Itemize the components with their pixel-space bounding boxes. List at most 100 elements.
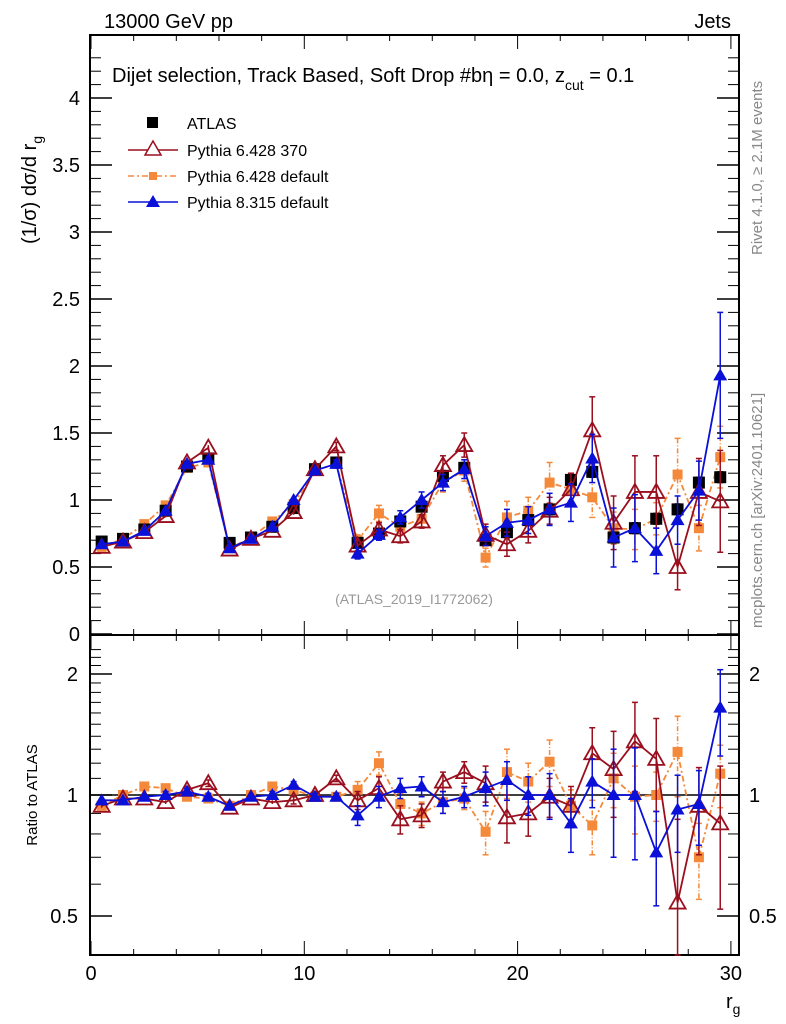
data-point-py6-default bbox=[181, 791, 192, 802]
main-panel: 0 0.5 1 1.5 2 2.5 3 3.5 4 Dijet selection, Track… bbox=[19, 34, 740, 646]
plot-title-end: = 0.1 bbox=[584, 65, 635, 87]
data-point-py6-370 bbox=[710, 491, 730, 509]
data-point-py8 bbox=[94, 537, 109, 550]
data-point-py6-370 bbox=[582, 743, 602, 761]
data-point-py8 bbox=[115, 793, 130, 806]
series-line-py6_default bbox=[101, 749, 722, 858]
data-point-py6-default bbox=[693, 852, 704, 863]
data-point-py6-default bbox=[373, 758, 384, 769]
data-point-py8 bbox=[713, 368, 728, 381]
data-point-py8 bbox=[542, 502, 557, 515]
data-point-py8 bbox=[179, 456, 194, 469]
data-point-py6-default bbox=[672, 469, 683, 480]
data-point-py8 bbox=[563, 816, 578, 829]
legend-item-py6-370: Pythia 6.428 370 bbox=[128, 139, 307, 160]
data-point-py6-370 bbox=[454, 435, 474, 452]
data-point-py6-370 bbox=[668, 892, 688, 910]
data-point-py6-370 bbox=[262, 792, 282, 810]
data-point-py6-default bbox=[587, 492, 598, 503]
data-point-py6-370 bbox=[497, 807, 517, 825]
ratio-ytick-label-right: 0.5 bbox=[749, 906, 777, 928]
legend-py8-marker bbox=[146, 195, 160, 207]
ratio-panel: 0.5 0.5 1 1 2 2 Ratio to ATLAS bbox=[24, 634, 777, 956]
data-point-py8 bbox=[435, 795, 450, 808]
xlabel-sub: g bbox=[733, 1001, 741, 1017]
data-point-py8 bbox=[393, 510, 408, 523]
data-point-py6-370 bbox=[284, 502, 304, 519]
data-point-py8 bbox=[563, 495, 578, 508]
data-point-py8 bbox=[137, 523, 152, 536]
series-line-py6_370 bbox=[101, 427, 721, 571]
data-point-py6-default bbox=[480, 552, 491, 563]
legend-py6-default-label: Pythia 6.428 default bbox=[187, 169, 329, 186]
data-point-py8 bbox=[307, 789, 322, 802]
xtick-label: 10 bbox=[293, 963, 315, 985]
plot-title: Dijet selection, Track Based, Soft Drop … bbox=[112, 65, 634, 93]
series-py6_370 bbox=[92, 396, 730, 591]
series-py6_370 bbox=[92, 701, 730, 956]
data-point-py8 bbox=[307, 463, 322, 476]
data-point-py8 bbox=[179, 784, 194, 797]
data-point-py6-370 bbox=[625, 731, 645, 749]
ratio-ticks: 0.5 0.5 1 1 2 2 bbox=[50, 635, 777, 956]
data-point-py8 bbox=[585, 451, 600, 464]
ratio-ytick-label-right: 1 bbox=[749, 785, 760, 807]
data-point-py6-default bbox=[672, 746, 683, 757]
data-point-py6-370 bbox=[198, 437, 218, 455]
data-point-py6-370 bbox=[412, 511, 432, 529]
xlabel: rg bbox=[726, 991, 740, 1017]
data-point-py8 bbox=[265, 519, 280, 532]
data-point-py8 bbox=[691, 796, 706, 809]
data-point-py8 bbox=[478, 529, 493, 542]
legend-item-atlas: ATLAS bbox=[147, 116, 237, 133]
xtick-label: 30 bbox=[720, 963, 742, 985]
main-series bbox=[92, 311, 730, 591]
xtick-label: 20 bbox=[506, 963, 528, 985]
ratio-series bbox=[92, 668, 730, 956]
legend: ATLAS Pythia 6.428 370 Pythia 6.428 defa… bbox=[128, 116, 329, 212]
data-point-py8 bbox=[457, 789, 472, 802]
main-ticks: 0 0.5 1 1.5 2 2.5 3 3.5 4 bbox=[52, 35, 739, 646]
data-point-py6-370 bbox=[156, 792, 176, 810]
data-point-py8 bbox=[414, 493, 429, 505]
data-point-py6-default bbox=[139, 781, 150, 792]
data-point-py8 bbox=[350, 808, 365, 821]
data-point-py6-370 bbox=[497, 534, 517, 552]
data-point-py8 bbox=[670, 513, 685, 526]
data-point-py8 bbox=[521, 788, 536, 800]
data-point-py8 bbox=[243, 789, 258, 802]
xtick-labels: 0 10 20 30 bbox=[85, 963, 742, 985]
main-ytick-label: 4 bbox=[69, 88, 80, 110]
data-point-py6-default bbox=[395, 798, 406, 809]
ratio-ytick-label: 1 bbox=[67, 785, 78, 807]
data-point-py8 bbox=[201, 789, 216, 802]
data-point-py8 bbox=[265, 788, 280, 800]
data-point-py8 bbox=[286, 777, 301, 790]
data-point-py8 bbox=[606, 788, 621, 800]
header-right: Jets bbox=[694, 11, 731, 33]
data-point-py6-370 bbox=[198, 773, 218, 791]
series-py8 bbox=[94, 311, 728, 575]
data-point-py6-370 bbox=[390, 526, 410, 544]
legend-item-py8: Pythia 8.315 default bbox=[128, 195, 329, 212]
data-point-py8 bbox=[137, 789, 152, 802]
legend-item-py6-default: Pythia 6.428 default bbox=[128, 169, 329, 186]
data-point-py8 bbox=[585, 774, 600, 787]
data-point-py6-370 bbox=[326, 768, 346, 786]
ratio-ytick-label: 2 bbox=[67, 664, 78, 686]
data-point-py8 bbox=[350, 546, 365, 559]
main-ylabel-sub: g bbox=[29, 136, 45, 144]
data-point-py8 bbox=[670, 802, 685, 815]
data-point-py6-370 bbox=[646, 482, 666, 499]
data-point-py8 bbox=[627, 521, 642, 534]
plot-title-sub: cut bbox=[565, 77, 584, 93]
series-line-py8 bbox=[101, 707, 722, 855]
data-point-py6-default bbox=[288, 784, 299, 795]
data-point-py8 bbox=[521, 513, 536, 526]
data-point-py6-370 bbox=[412, 805, 432, 823]
data-point-py8 bbox=[286, 493, 301, 505]
main-ytick-label: 1.5 bbox=[52, 423, 80, 445]
data-point-py8 bbox=[94, 793, 109, 806]
data-point-py6-370 bbox=[113, 531, 133, 549]
ratio-ylabel: Ratio to ATLAS bbox=[24, 744, 41, 845]
